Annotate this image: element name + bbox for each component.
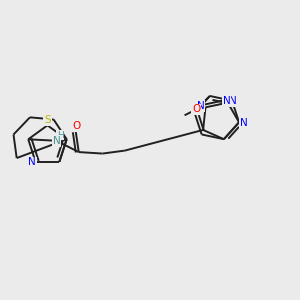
Text: O: O	[72, 121, 80, 131]
Text: N: N	[197, 101, 205, 111]
Text: N: N	[52, 136, 60, 146]
Text: N: N	[240, 118, 248, 128]
Text: N: N	[229, 96, 236, 106]
Text: O: O	[192, 104, 201, 114]
Text: N: N	[28, 158, 36, 167]
Text: N: N	[223, 96, 231, 106]
Text: S: S	[44, 115, 51, 125]
Text: H: H	[57, 130, 64, 140]
